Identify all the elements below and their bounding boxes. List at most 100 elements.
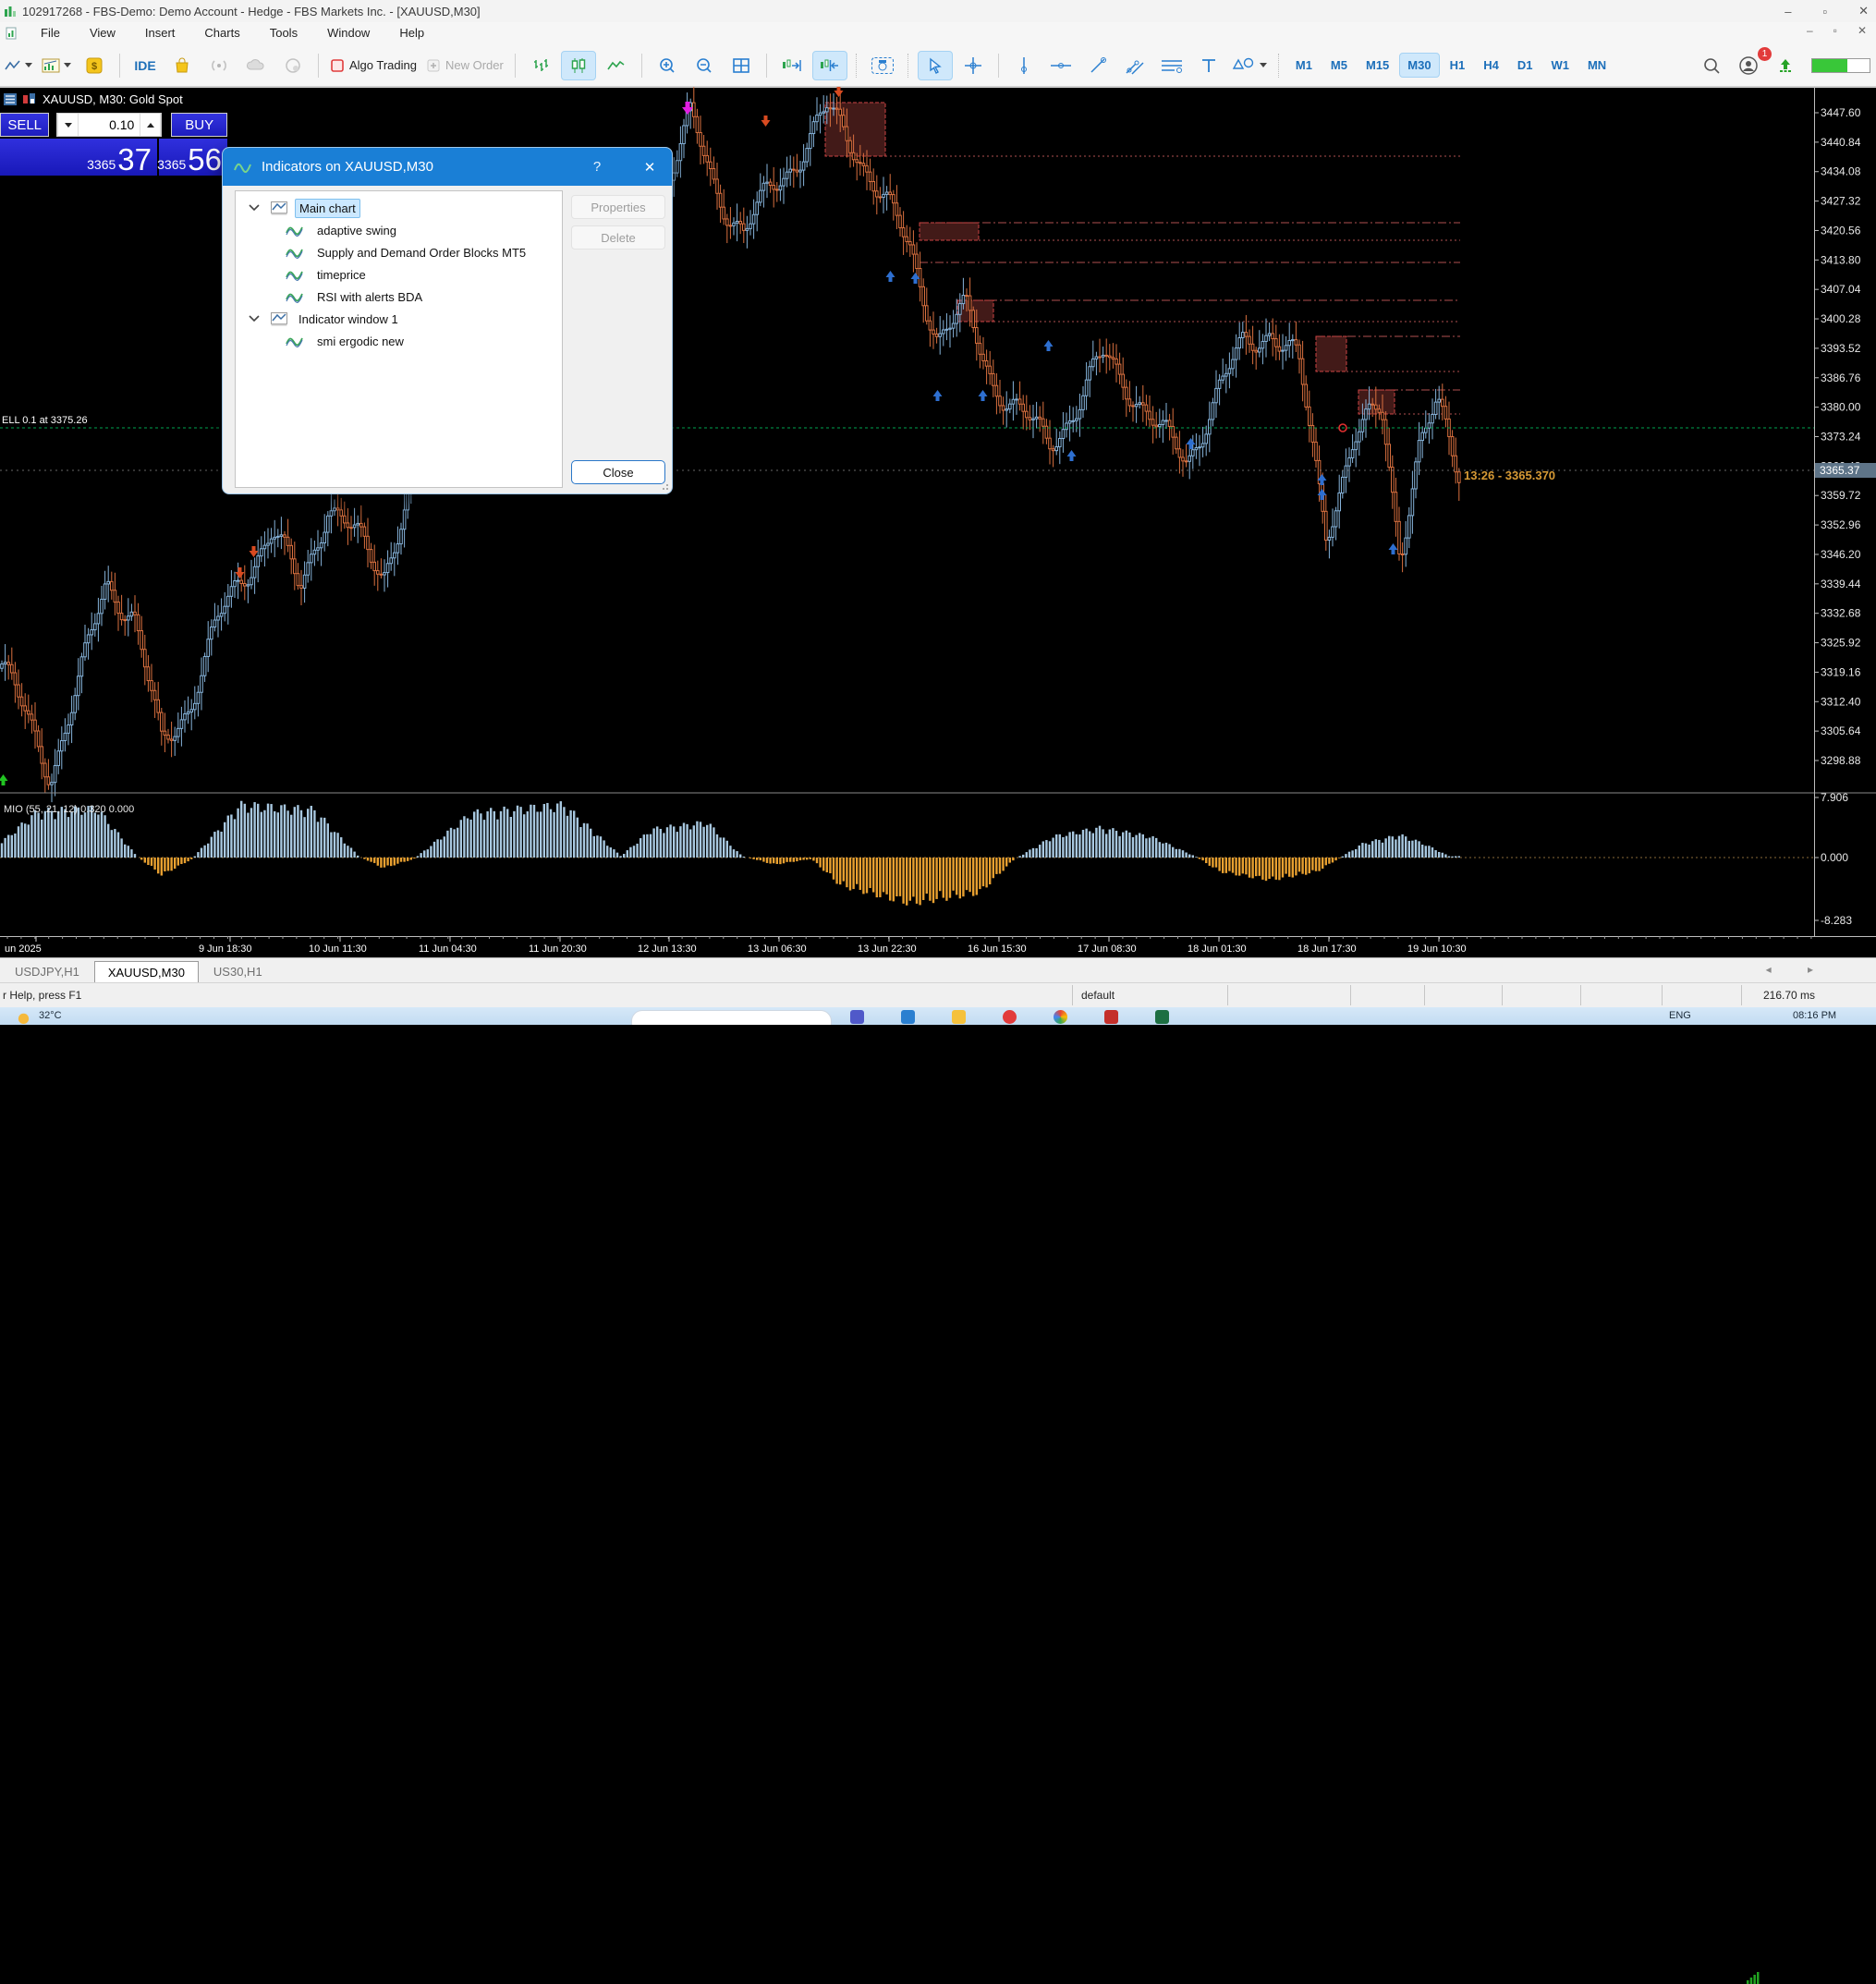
buy-button[interactable]: BUY (171, 113, 227, 137)
chart-shift-button[interactable] (775, 52, 809, 79)
indicator-squiggle-icon (286, 337, 303, 347)
tile-windows-button[interactable] (725, 52, 758, 79)
tree-item-smi-ergodic-new[interactable]: smi ergodic new (236, 330, 562, 352)
tab-scroll-arrows[interactable]: ◂ ▸ (1765, 963, 1830, 976)
timeframe-h4[interactable]: H4 (1483, 58, 1499, 72)
shapes-tool-button[interactable] (1229, 52, 1270, 79)
chrome-icon[interactable] (1054, 1010, 1067, 1024)
signals-button[interactable] (202, 52, 236, 79)
tree-item-label: smi ergodic new (317, 334, 404, 348)
tree-item-rsi-with-alerts-bda[interactable]: RSI with alerts BDA (236, 286, 562, 308)
volume-field[interactable]: 0.10 (109, 117, 135, 132)
dialog-help-button[interactable]: ? (592, 159, 602, 175)
delete-button[interactable]: Delete (571, 225, 665, 250)
menu-view[interactable]: View (89, 26, 116, 40)
trendline-tool-button[interactable] (1081, 52, 1115, 79)
dialog-close-icon[interactable]: ✕ (643, 159, 656, 176)
zoom-out-button[interactable] (688, 52, 721, 79)
tab-usdjpy-h1[interactable]: USDJPY,H1 (15, 965, 79, 979)
fibonacci-tool-button[interactable] (1155, 52, 1188, 79)
menu-help[interactable]: Help (399, 26, 425, 40)
search-button[interactable] (1695, 52, 1728, 79)
timeframe-m1[interactable]: M1 (1295, 58, 1312, 72)
close-button[interactable]: ✕ (1858, 4, 1869, 18)
properties-button[interactable]: Properties (571, 195, 665, 219)
chart-type-button[interactable] (2, 52, 35, 79)
cloud-button[interactable] (239, 52, 273, 79)
volume-decrease-button[interactable] (57, 114, 79, 136)
chart-profile-button[interactable] (39, 52, 74, 79)
tab-us30-h1[interactable]: US30,H1 (213, 965, 262, 979)
menu-tools[interactable]: Tools (269, 26, 298, 40)
algo-trading-button[interactable]: Algo Trading (327, 52, 420, 79)
timeframe-m30[interactable]: M30 (1399, 53, 1440, 78)
excel-icon[interactable] (1155, 1010, 1169, 1024)
menu-insert[interactable]: Insert (144, 26, 176, 40)
tab-xauusd-m30[interactable]: XAUUSD,M30 (93, 961, 199, 983)
notifications-button[interactable]: 1 (1732, 46, 1772, 79)
indicator-squiggle-icon (286, 293, 303, 303)
chevron-down-icon[interactable] (249, 315, 262, 323)
taskbar-search[interactable] (631, 1010, 832, 1025)
timeframe-mn[interactable]: MN (1587, 58, 1607, 72)
app-red-icon[interactable] (1003, 1010, 1017, 1024)
timeframe-d1[interactable]: D1 (1517, 58, 1533, 72)
dialog-title-bar[interactable]: Indicators on XAUUSD,M30 (223, 148, 672, 186)
teams-icon[interactable] (850, 1010, 864, 1024)
market-watch-button[interactable]: $ (78, 52, 111, 79)
zoom-in-button[interactable] (651, 52, 684, 79)
vertical-line-tool-button[interactable] (1007, 52, 1041, 79)
app-square-red-icon[interactable] (1104, 1010, 1118, 1024)
menu-window[interactable]: Window (327, 26, 371, 40)
close-dialog-button[interactable]: Close (571, 460, 665, 484)
svg-text:3298.88: 3298.88 (1821, 754, 1861, 767)
sell-button[interactable]: SELL (0, 113, 50, 137)
text-tool-button[interactable] (1192, 52, 1225, 79)
bar-chart-button[interactable] (524, 52, 557, 79)
menu-charts[interactable]: Charts (204, 26, 240, 40)
tree-item-main-chart[interactable]: Main chart (236, 197, 562, 219)
market-store-button[interactable] (165, 52, 199, 79)
chevron-down-icon[interactable] (249, 204, 262, 212)
folder-icon[interactable] (952, 1010, 966, 1024)
timeframe-h1[interactable]: H1 (1449, 58, 1466, 72)
ide-button[interactable]: IDE (134, 57, 156, 73)
tree-item-supply-and-demand-order-blocks-mt5[interactable]: Supply and Demand Order Blocks MT5 (236, 241, 562, 263)
minimize-button[interactable]: – (1785, 4, 1792, 18)
timeframe-w1[interactable]: W1 (1551, 58, 1569, 72)
menu-file[interactable]: File (41, 26, 60, 40)
price-chart[interactable]: ELL 0.1 at 3375.26 13:26 - 3365.370 MIO (5… (0, 87, 1876, 958)
tree-item-timeprice[interactable]: timeprice (236, 263, 562, 286)
mdi-close-button[interactable]: ✕ (1857, 24, 1867, 37)
taskbar-language[interactable]: ENG (1669, 1010, 1691, 1021)
vps-button[interactable] (276, 52, 310, 79)
cursor-button[interactable] (917, 50, 953, 80)
volume-increase-button[interactable] (140, 114, 162, 136)
sell-price[interactable]: 3365 37 (0, 139, 157, 176)
new-order-button[interactable]: New Order (423, 52, 506, 79)
tree-item-indicator-window-1[interactable]: Indicator window 1 (236, 308, 562, 330)
resize-grip[interactable] (659, 481, 668, 490)
screenshot-button[interactable] (866, 52, 899, 79)
taskbar-clock[interactable]: 08:16 PM (1793, 1010, 1837, 1021)
line-chart-button[interactable] (600, 52, 633, 79)
crosshair-button[interactable] (956, 52, 990, 79)
news-feed-button[interactable] (1769, 52, 1802, 79)
svg-text:3393.52: 3393.52 (1821, 342, 1861, 355)
svg-text:3359.72: 3359.72 (1821, 489, 1861, 502)
status-profile[interactable]: default (1081, 989, 1115, 1002)
timeframe-m5[interactable]: M5 (1330, 58, 1347, 72)
channel-tool-button[interactable] (1118, 52, 1151, 79)
one-click-trading-panel: SELL 0.10 BUY 3365 37 3365 56 (0, 113, 227, 176)
candle-chart-button[interactable] (560, 50, 596, 80)
app-blue-icon[interactable] (901, 1010, 915, 1024)
mdi-restore-button[interactable]: ▫ (1833, 24, 1837, 37)
auto-scroll-button[interactable] (811, 50, 847, 80)
mdi-minimize-button[interactable]: – (1806, 24, 1813, 37)
tree-item-adaptive-swing[interactable]: adaptive swing (236, 219, 562, 241)
timeframe-m15[interactable]: M15 (1365, 58, 1390, 72)
dialog-title: Indicators on XAUUSD,M30 (262, 159, 433, 175)
maximize-button[interactable]: ▫ (1822, 4, 1828, 18)
horizontal-line-tool-button[interactable] (1044, 52, 1078, 79)
buy-price[interactable]: 3365 56 (157, 139, 227, 176)
